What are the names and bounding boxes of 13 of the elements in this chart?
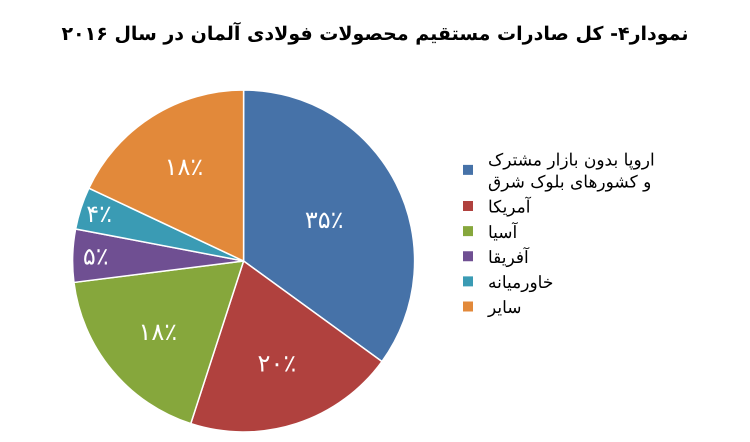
chart-title: نمودار۴- کل صادرات مستقیم محصولات فولادی آلمان در سال ۲۰۱۶ [61, 20, 689, 45]
legend-label: آفریقا [488, 246, 530, 268]
legend-label: سایر [487, 298, 522, 318]
data-label: ۳۵٪ [304, 206, 344, 234]
legend-label: آسیا [488, 222, 519, 243]
legend-label: خاورمیانه [488, 272, 554, 293]
data-label: ۴٪ [86, 200, 112, 228]
data-label: ۲۰٪ [258, 349, 296, 378]
data-label: ۱۸٪ [138, 318, 178, 346]
data-label: ۵٪ [82, 242, 109, 270]
data-label: ۱۸٪ [164, 152, 204, 181]
legend-label: اروپا بدون بازار مشترک و کشورهای بلوک شرق [488, 150, 655, 193]
legend-label: آمریکا [488, 196, 532, 218]
